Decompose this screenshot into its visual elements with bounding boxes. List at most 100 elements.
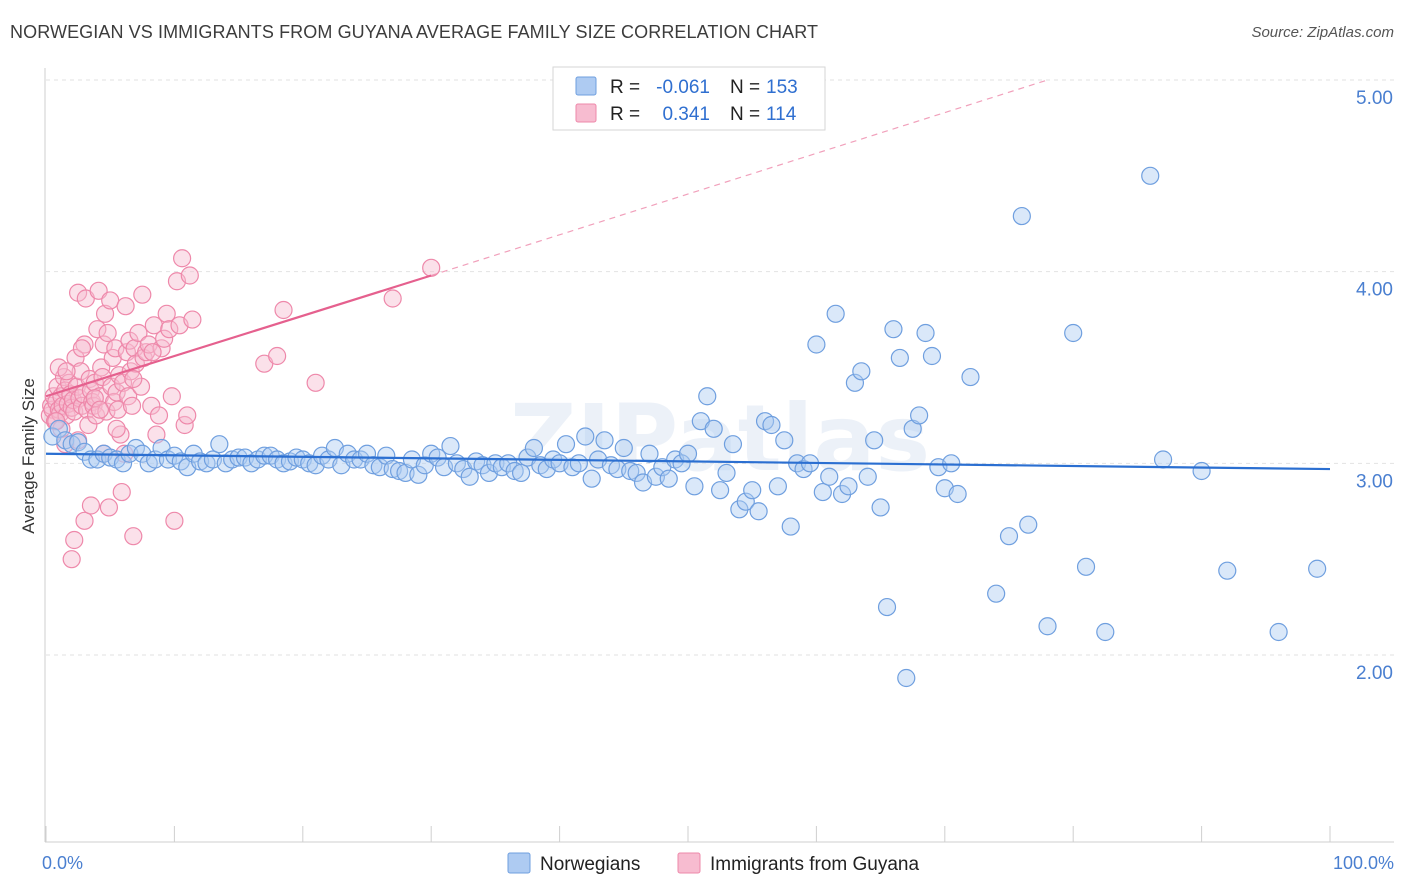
norwegians-point-99 xyxy=(678,444,698,463)
norwegians-point-102 xyxy=(698,387,717,406)
norwegians-point-122 xyxy=(826,304,845,323)
guyana-point-91 xyxy=(65,530,84,550)
guyana-trend-line xyxy=(45,274,432,398)
legend-n-label-0: N = xyxy=(730,77,760,98)
y-tick-labels: 2.00 3.00 4.00 5.00 xyxy=(1356,88,1393,684)
x-tick-label-max: 100.0% xyxy=(1333,853,1394,873)
grid-lines xyxy=(46,79,1394,656)
norwegians-point-54 xyxy=(390,461,409,481)
norwegians-point-91 xyxy=(627,463,646,483)
top-legend-frame xyxy=(552,66,826,131)
y-tick-label-2: 4.00 xyxy=(1356,280,1393,301)
guyana-point-87 xyxy=(178,406,197,425)
guyana-point-82 xyxy=(165,511,184,530)
guyana-point-85 xyxy=(173,249,192,268)
norwegians-point-57 xyxy=(409,465,428,484)
guyana-point-65 xyxy=(124,527,143,546)
norwegians-point-144 xyxy=(999,527,1019,546)
norwegians-point-133 xyxy=(897,668,916,688)
guyana-point-113 xyxy=(143,343,162,362)
y-tick-label-0: 2.00 xyxy=(1356,663,1393,684)
top-legend: R = -0.061 N = 153 R = 0.341 N = 114 xyxy=(552,66,826,131)
bottom-legend-label-norwegians: Norwegians xyxy=(540,854,640,875)
norwegians-point-130 xyxy=(877,597,897,617)
norwegians-point-149 xyxy=(1076,557,1096,576)
guyana-point-90 xyxy=(62,550,81,569)
guyana-point-75 xyxy=(147,425,166,444)
norwegians-point-103 xyxy=(704,419,723,438)
norwegians-point-96 xyxy=(659,469,678,488)
guyana-point-44 xyxy=(97,402,116,421)
norwegians-point-151 xyxy=(1141,166,1160,185)
chart-title: NORWEGIAN VS IMMIGRANTS FROM GUYANA AVER… xyxy=(10,22,819,42)
guyana-point-68 xyxy=(129,323,148,343)
guyana-point-81 xyxy=(162,387,181,406)
legend-swatch-guyana xyxy=(575,103,597,123)
guyana-point-18 xyxy=(63,390,83,410)
bottom-legend-label-guyana: Immigrants from Guyana xyxy=(710,854,919,875)
guyana-trend-extension xyxy=(431,79,1048,277)
guyana-point-56 xyxy=(112,482,131,502)
guyana-point-76 xyxy=(149,406,169,425)
legend-n-label-1: N = xyxy=(730,104,760,125)
norwegians-point-113 xyxy=(768,477,787,496)
guyana-point-93 xyxy=(81,496,101,515)
y-axis-label: Average Family Size xyxy=(19,378,38,534)
legend-r-value-0: -0.061 xyxy=(656,77,710,98)
norwegians-point-152 xyxy=(1153,450,1173,469)
guyana-point-53 xyxy=(108,400,128,419)
norwegians-point-93 xyxy=(640,444,659,463)
guyana-point-112 xyxy=(133,285,152,304)
norwegians-point-142 xyxy=(961,367,980,387)
norwegians-point-80 xyxy=(556,435,576,454)
norwegians-point-126 xyxy=(852,362,871,381)
guyana-point-102 xyxy=(383,289,402,308)
norwegians-point-106 xyxy=(723,435,743,454)
norwegians-point-83 xyxy=(576,427,595,446)
norwegians-point-135 xyxy=(910,406,929,425)
norwegians-point-72 xyxy=(505,461,524,481)
guyana-point-69 xyxy=(131,377,151,396)
norwegians-point-86 xyxy=(595,431,614,450)
norwegians-point-82 xyxy=(569,454,588,473)
bottom-legend: Norwegians Immigrants from Guyana xyxy=(507,852,919,875)
norwegians-point-146 xyxy=(1019,515,1038,534)
guyana-point-42 xyxy=(94,335,113,354)
norwegians-point-154 xyxy=(1218,561,1237,580)
guyana-point-64 xyxy=(122,396,142,415)
norwegians-point-112 xyxy=(762,415,781,435)
norwegians-point-114 xyxy=(775,431,794,450)
bottom-legend-swatch-guyana xyxy=(677,852,701,874)
guyana-point-61 xyxy=(119,387,138,406)
guyana-point-51 xyxy=(106,339,125,358)
guyana-point-59 xyxy=(116,297,135,316)
norwegians-point-136 xyxy=(916,323,935,343)
norwegians-point-84 xyxy=(582,469,601,488)
chart-source: Source: ZipAtlas.com xyxy=(1251,24,1394,41)
guyana-point-20 xyxy=(66,348,85,368)
legend-n-value-1: 114 xyxy=(766,104,797,125)
norwegians-point-26 xyxy=(210,435,229,454)
guyana-point-110 xyxy=(90,400,110,419)
norwegians-point-143 xyxy=(987,584,1006,603)
norwegians-point-137 xyxy=(922,346,942,366)
norwegians-point-125 xyxy=(845,373,865,392)
norwegians-point-124 xyxy=(839,477,858,496)
norwegians-point-120 xyxy=(813,482,832,502)
guyana-point-37 xyxy=(88,320,107,339)
norwegians-point-140 xyxy=(942,454,961,473)
guyana-point-99 xyxy=(268,346,287,366)
norwegians-point-155 xyxy=(1269,622,1288,642)
guyana-point-111 xyxy=(124,369,143,389)
legend-r-label-1: R = xyxy=(610,104,640,125)
norwegians-point-129 xyxy=(871,498,890,517)
y-tick-label-3: 5.00 xyxy=(1356,88,1393,109)
norwegians-point-108 xyxy=(736,492,755,511)
guyana-point-101 xyxy=(306,373,325,392)
legend-n-value-0: 153 xyxy=(766,77,798,98)
norwegians-point-153 xyxy=(1192,461,1211,481)
norwegians-trend-line xyxy=(45,452,1331,471)
guyana-point-88 xyxy=(180,266,199,285)
norwegians-point-145 xyxy=(1012,206,1031,226)
